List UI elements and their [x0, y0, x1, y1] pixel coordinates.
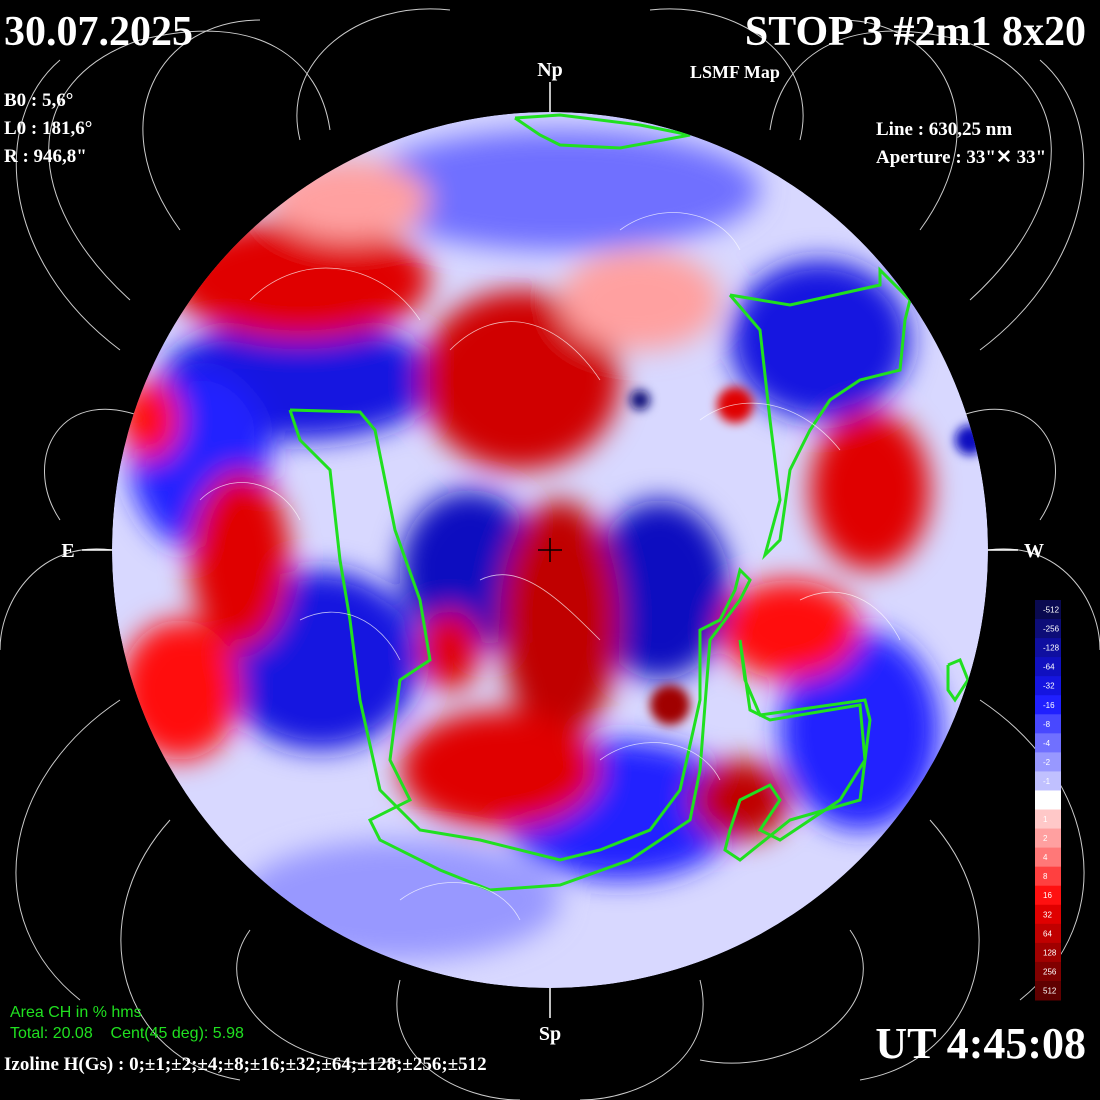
colorbar-label: 512 [1043, 986, 1057, 995]
colorbar-cell [1035, 733, 1061, 753]
colorbar-cell [1035, 942, 1061, 963]
colorbar-cell [1035, 676, 1061, 696]
ch-stats: Total: 20.08 Cent(45 deg): 5.98 [10, 1025, 244, 1042]
param: L0 : 181,6° [4, 118, 92, 139]
colorbar-label: -64 [1043, 663, 1055, 672]
colorbar-label: -32 [1043, 682, 1055, 691]
subtitle: LSMF Map [690, 62, 780, 82]
south-label: Sp [539, 1023, 561, 1045]
colorbar-label: -16 [1043, 701, 1055, 710]
colorbar-label: 1 [1043, 815, 1048, 824]
colorbar-label: 4 [1043, 853, 1048, 862]
colorbar-cell [1035, 771, 1061, 791]
colorbar-label: -2 [1043, 758, 1051, 767]
date: 30.07.2025 [4, 9, 193, 55]
colorbar-label: 16 [1043, 891, 1052, 900]
colorbar-label: -1 [1043, 777, 1051, 786]
param: R : 946,8" [4, 146, 87, 167]
colorbar-cell [1035, 904, 1061, 925]
colorbar-cell [1035, 866, 1061, 887]
param: Aperture : 33"✕ 33" [876, 147, 1046, 168]
colorbar-cell [1035, 980, 1061, 1001]
param: Line : 630,25 nm [876, 119, 1012, 140]
colorbar-cell [1035, 790, 1061, 811]
colorbar-label: -256 [1043, 625, 1060, 634]
isolines: Izoline H(Gs) : 0;±1;±2;±4;±8;±16;±32;±6… [4, 1054, 487, 1075]
colorbar-cell [1035, 695, 1061, 715]
colorbar: -512 -256 -128 -64 -32 -16 -8 -4 -2 -1 0 1 2 4 8 16 32 64… [1035, 600, 1061, 1001]
colorbar-label: 8 [1043, 872, 1048, 881]
north-label: Np [537, 59, 563, 81]
colorbar-label: 0 [1043, 796, 1048, 805]
east-label: E [61, 540, 74, 562]
colorbar-cell [1035, 923, 1061, 944]
colorbar-cell [1035, 619, 1061, 639]
time: UT 4:45:08 [875, 1019, 1086, 1068]
colorbar-label: 256 [1043, 967, 1057, 976]
colorbar-label: 2 [1043, 834, 1048, 843]
colorbar-label: -128 [1043, 644, 1060, 653]
field-lines [0, 8, 1100, 1100]
colorbar-cell [1035, 961, 1061, 982]
colorbar-label: -8 [1043, 720, 1051, 729]
title: STOP 3 #2m1 8x20 [745, 9, 1086, 55]
colorbar-label: 64 [1043, 929, 1052, 938]
west-label: W [1024, 540, 1044, 562]
colorbar-cell [1035, 752, 1061, 772]
colorbar-cell [1035, 847, 1061, 868]
colorbar-cell [1035, 714, 1061, 734]
colorbar-cell [1035, 638, 1061, 658]
colorbar-label: 128 [1043, 948, 1057, 957]
ch-title: Area CH in % hms [10, 1004, 142, 1021]
colorbar-label: 32 [1043, 910, 1052, 919]
colorbar-cell [1035, 885, 1061, 906]
colorbar-cell [1035, 809, 1061, 830]
colorbar-cell [1035, 600, 1061, 620]
colorbar-label: -512 [1043, 606, 1060, 615]
colorbar-label: -4 [1043, 739, 1051, 748]
colorbar-cell [1035, 657, 1061, 677]
colorbar-cell [1035, 828, 1061, 849]
param: B0 : 5,6° [4, 90, 73, 111]
ch-contours [288, 113, 970, 892]
